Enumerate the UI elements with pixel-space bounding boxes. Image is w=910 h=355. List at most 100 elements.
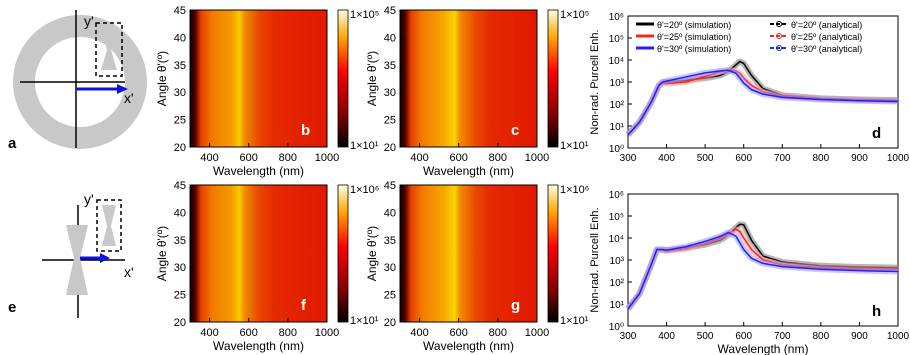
- series-simulation-line: [627, 231, 899, 310]
- panel-label-b: b: [301, 122, 310, 139]
- panel-label-e: e: [8, 299, 16, 316]
- schematic-e: y' x' e: [8, 191, 134, 318]
- y-tick-label: 10¹: [610, 122, 625, 133]
- series-simulation-line: [627, 69, 899, 136]
- y-tick-label: 45: [384, 5, 396, 17]
- panel-label-d: d: [872, 125, 881, 142]
- y-tick-label: 45: [384, 180, 396, 192]
- y-tick-label: 25: [384, 115, 396, 127]
- y-tick-label: 45: [174, 5, 186, 17]
- x-tick-label: 500: [697, 331, 714, 342]
- arrow-head-icon: [117, 84, 128, 94]
- y-tick-label: 30: [384, 262, 396, 274]
- y-tick-label: 10³: [610, 78, 625, 89]
- x-tick-label: 400: [658, 331, 675, 342]
- bowtie-shape: [101, 28, 117, 70]
- colorbar-max-label: 1×10⁵: [560, 9, 589, 21]
- y-tick-label: 10⁰: [609, 322, 624, 333]
- bowtie-shape: [66, 225, 88, 295]
- heatmap-image: [400, 10, 537, 147]
- y-tick-label: 40: [384, 32, 396, 44]
- y-tick-label: 10⁴: [609, 56, 624, 67]
- line-plot-h: 300 400 500 600 700 800 900 1000 10⁰ 10¹ 10² 10³ 10⁴…: [589, 190, 910, 355]
- x-tick-label: 900: [851, 153, 868, 164]
- x-tick-label: 300: [620, 331, 637, 342]
- y-tick-label: 10⁶: [609, 190, 624, 201]
- heatmap-g: 400 600 800 1000 20 25 30 35 40 45 Wavelength (nm)…: [365, 180, 589, 353]
- y-tick-label: 35: [174, 60, 186, 72]
- y-tick-label: 35: [384, 60, 396, 72]
- plot-frame: [189, 184, 328, 323]
- y-tick-label: 35: [174, 235, 186, 247]
- y-tick-label: 25: [174, 290, 186, 302]
- colorbar: [547, 184, 559, 323]
- colorbar-max-label: 1×10⁵: [350, 9, 379, 21]
- colorbar-min-label: 1×10¹: [350, 140, 379, 152]
- y-axis-label: Angle θ'(º): [155, 226, 169, 281]
- x-tick-label: 1000: [525, 327, 549, 339]
- legend-label: θ'=25º (analytical): [791, 32, 862, 42]
- panel-label-h: h: [872, 303, 881, 320]
- legend-marker: [776, 21, 782, 27]
- zoom-box: [95, 22, 123, 77]
- x-tick-label: 1000: [525, 152, 549, 164]
- x-tick-label: 1000: [887, 153, 910, 164]
- x-tick-label: 400: [200, 152, 218, 164]
- heatmap-f: 400 600 800 1000 20 25 30 35 40 45 Wavelength (nm)…: [155, 180, 379, 353]
- y-tick-label: 30: [384, 87, 396, 99]
- colorbar: [337, 184, 349, 323]
- heatmap-c: 400 600 800 1000 20 25 30 35 40 45 Wavelength (nm)…: [365, 5, 589, 178]
- x-tick-label: 500: [697, 153, 714, 164]
- legend-label: θ'=30º (analytical): [791, 44, 862, 54]
- x-tick-label: 800: [813, 153, 830, 164]
- x-axis-label: Wavelength (nm): [718, 342, 809, 355]
- y-tick-label: 20: [174, 142, 186, 154]
- y-tick-label: 20: [384, 317, 396, 329]
- legend-label: θ'=20º (simulation): [657, 20, 731, 30]
- legend-label: θ'=25º (simulation): [657, 32, 731, 42]
- legend-label: θ'=30º (simulation): [657, 44, 731, 54]
- panel-label-c: c: [511, 122, 519, 139]
- y-tick-label: 25: [174, 115, 186, 127]
- y-tick-label: 10⁴: [609, 234, 624, 245]
- y-tick-label: 40: [174, 207, 186, 219]
- plot-frame: [399, 9, 538, 148]
- colorbar: [547, 9, 559, 148]
- legend-marker: [776, 45, 782, 51]
- arrow-head-icon: [100, 253, 110, 263]
- plot-frame: [189, 9, 328, 148]
- panel-label-g: g: [511, 297, 520, 314]
- heatmap-b: 400 600 800 1000 20 25 30 35 40 45 Wavelength (nm)…: [155, 5, 379, 178]
- heatmap-image: [190, 185, 327, 322]
- y-prime-label: y': [84, 191, 94, 207]
- y-prime-label: y': [84, 13, 94, 29]
- line-plot-d: 300 400 500 600 700 800 900 1000 10⁰ 10¹ 10² 10³ 10⁴…: [589, 12, 910, 164]
- x-tick-label: 1000: [315, 327, 339, 339]
- x-prime-label: x': [124, 264, 134, 280]
- x-tick-label: 800: [279, 327, 297, 339]
- bowtie-shape: [102, 205, 116, 246]
- heatmap-image: [400, 185, 537, 322]
- heatmap-image: [190, 10, 327, 147]
- x-tick-label: 800: [489, 327, 507, 339]
- x-tick-label: 600: [450, 152, 468, 164]
- y-tick-label: 30: [174, 262, 186, 274]
- x-tick-label: 600: [240, 152, 258, 164]
- x-tick-label: 1000: [315, 152, 339, 164]
- x-tick-label: 600: [240, 327, 258, 339]
- y-tick-label: 40: [384, 207, 396, 219]
- y-tick-label: 10⁶: [609, 12, 624, 23]
- x-axis-label: Wavelength (nm): [213, 339, 304, 353]
- x-tick-label: 300: [620, 153, 637, 164]
- colorbar: [337, 9, 349, 148]
- x-tick-label: 600: [735, 331, 752, 342]
- y-tick-label: 10¹: [610, 300, 625, 311]
- y-axis-label: Angle θ'(º): [365, 51, 379, 106]
- x-tick-label: 900: [851, 331, 868, 342]
- zoom-box: [96, 199, 122, 252]
- colorbar-min-label: 1×10¹: [560, 315, 589, 327]
- x-tick-label: 800: [279, 152, 297, 164]
- y-tick-label: 10²: [610, 100, 625, 111]
- y-axis-label: Non-rad. Purcell Enh.: [589, 29, 601, 134]
